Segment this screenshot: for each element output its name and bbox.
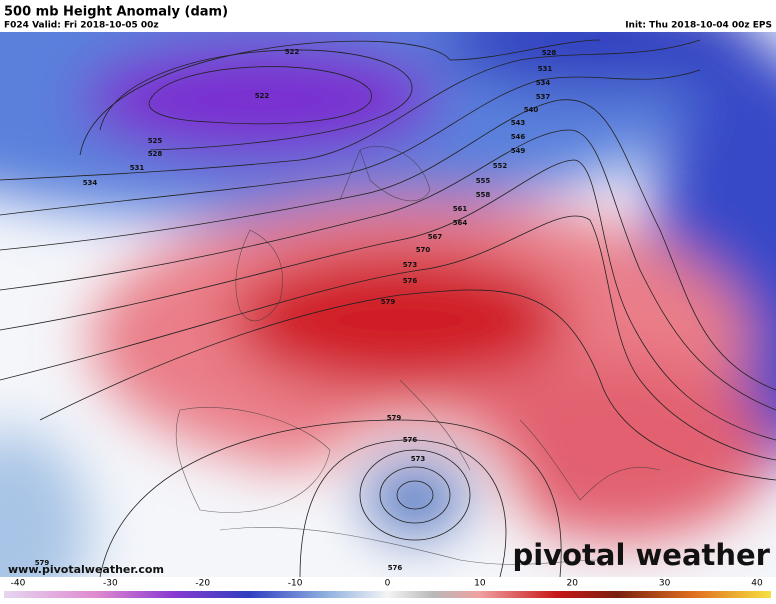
contour-label: 579 — [387, 414, 402, 422]
positive-anomaly-core — [230, 250, 570, 390]
map-title: 500 mb Height Anomaly (dam) — [4, 5, 228, 20]
contour-label: 558 — [476, 191, 491, 199]
contour-label: 564 — [453, 219, 468, 227]
contour-label: 531 — [130, 164, 145, 172]
contour-label: 528 — [542, 49, 557, 57]
colorbar-tick-label: 20 — [567, 579, 579, 589]
contour-label: 522 — [285, 48, 300, 56]
contour-label: 540 — [524, 106, 539, 114]
colorbar — [4, 591, 771, 598]
contour-labels: 5225225255285315345285315345375405435465… — [35, 48, 557, 572]
contour-label: 546 — [511, 133, 526, 141]
contour-lines — [0, 39, 776, 577]
negative-anomaly — [0, 430, 90, 577]
contour-label: 579 — [35, 559, 50, 567]
contour-label: 567 — [428, 233, 443, 241]
colorbar-tick-label: -40 — [11, 579, 26, 589]
contour-label: 576 — [388, 564, 403, 572]
colorbar-tick-label: -30 — [103, 579, 118, 589]
contour-label: 576 — [403, 436, 418, 444]
contour-label: 528 — [148, 150, 163, 158]
positive-anomaly — [470, 360, 770, 540]
colorbar-tick-label: 10 — [474, 579, 486, 589]
website: www.pivotalweather.com — [8, 563, 164, 576]
contour-label: 549 — [511, 147, 526, 155]
init-time: Init: Thu 2018-10-04 00z EPS — [625, 21, 772, 31]
contour-label: 534 — [83, 179, 98, 187]
valid-time: F024 Valid: Fri 2018-10-05 00z — [4, 21, 159, 31]
colorbar-ticks: -40 -30 -20 -10 0 10 20 30 40 — [11, 579, 763, 589]
colorbar-tick-label: -10 — [288, 579, 303, 589]
contour-label: 531 — [538, 65, 553, 73]
contour-label: 579 — [381, 298, 396, 306]
cutoff-low — [355, 455, 475, 545]
contour-label: 570 — [416, 246, 431, 254]
contour-label: 525 — [148, 137, 163, 145]
contour-label: 561 — [453, 205, 468, 213]
brand-logo: pivotal weather — [512, 538, 770, 572]
contour-label: 552 — [493, 162, 508, 170]
colorbar-tick-label: 30 — [659, 579, 671, 589]
colorbar-tick-label: -20 — [195, 579, 210, 589]
coastlines — [175, 146, 661, 565]
contour-label: 537 — [536, 93, 551, 101]
contour-label: 543 — [511, 119, 526, 127]
colorbar-tick-label: 40 — [751, 579, 763, 589]
contour-label: 573 — [411, 455, 426, 463]
contour-label: 555 — [476, 177, 491, 185]
colorbar-tick-label: 0 — [385, 579, 391, 589]
contour-label: 534 — [536, 79, 551, 87]
contour-label: 576 — [403, 277, 418, 285]
contour-label: 573 — [403, 261, 418, 269]
contour-label: 522 — [255, 92, 270, 100]
